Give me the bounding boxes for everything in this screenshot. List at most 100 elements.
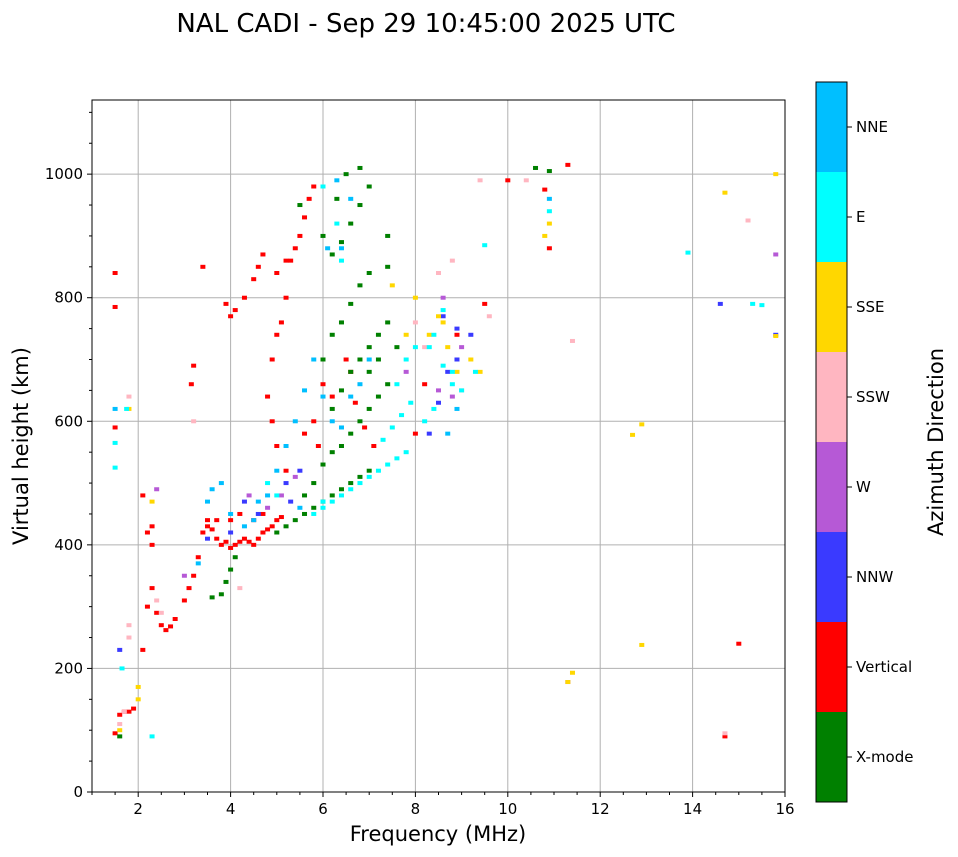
data-point	[468, 357, 474, 362]
data-point	[255, 536, 261, 541]
data-point	[412, 431, 418, 436]
data-point	[260, 511, 266, 516]
data-point	[144, 604, 150, 609]
data-point	[144, 530, 150, 535]
colorbar-tick-label: SSW	[856, 388, 890, 406]
data-point	[274, 518, 280, 523]
data-point	[366, 357, 372, 362]
y-tick-label: 0	[73, 783, 83, 801]
data-point	[454, 369, 460, 374]
y-axis-label: Virtual height (km)	[9, 347, 33, 545]
data-point	[338, 320, 344, 325]
data-point	[454, 406, 460, 411]
data-point	[117, 722, 123, 727]
data-point	[228, 530, 234, 535]
data-point	[112, 425, 118, 430]
data-point	[482, 243, 488, 248]
colorbar-segment	[816, 82, 847, 172]
data-point	[232, 542, 238, 547]
data-point	[149, 734, 155, 739]
data-point	[241, 295, 247, 300]
data-point	[283, 468, 289, 473]
data-point	[251, 277, 257, 282]
chart-title: NAL CADI - Sep 29 10:45:00 2025 UTC	[176, 9, 675, 39]
x-tick-label: 8	[411, 800, 421, 818]
data-point	[343, 357, 349, 362]
data-point	[112, 271, 118, 275]
data-point	[320, 505, 326, 510]
data-point	[237, 539, 243, 544]
colorbar-tick-label: X-mode	[856, 748, 913, 766]
data-point	[209, 527, 215, 532]
data-point	[154, 610, 160, 615]
data-point	[200, 264, 206, 269]
colorbar-tick-label: W	[856, 478, 871, 496]
x-axis-label: Frequency (MHz)	[350, 822, 526, 846]
data-point	[154, 487, 160, 492]
data-point	[542, 233, 548, 238]
data-point	[149, 586, 155, 591]
data-point	[131, 706, 137, 711]
data-point	[440, 308, 446, 313]
data-point	[274, 271, 280, 275]
data-point	[440, 295, 446, 300]
data-point	[736, 641, 742, 646]
data-point	[181, 598, 187, 603]
data-point	[436, 388, 441, 393]
data-point	[750, 301, 756, 306]
data-point	[472, 369, 478, 374]
data-point	[569, 338, 575, 343]
data-point	[297, 233, 303, 238]
data-point	[186, 586, 192, 591]
data-point	[320, 499, 326, 504]
data-point	[260, 530, 266, 535]
data-point	[523, 178, 529, 183]
data-point	[375, 468, 381, 473]
data-point	[292, 246, 298, 251]
data-point	[468, 332, 474, 337]
data-point	[394, 456, 400, 461]
data-point	[297, 505, 303, 510]
data-point	[338, 487, 344, 492]
data-point	[717, 301, 723, 306]
data-point	[403, 332, 409, 337]
data-point	[357, 283, 363, 288]
data-point	[639, 422, 645, 427]
data-point	[338, 388, 344, 393]
data-point	[546, 169, 552, 174]
data-point	[168, 624, 174, 629]
data-point	[311, 505, 317, 510]
colorbar-segment	[816, 622, 847, 712]
x-tick-label: 2	[133, 800, 143, 818]
data-point	[205, 518, 210, 523]
y-tick-label: 1000	[45, 165, 83, 183]
data-point	[232, 308, 238, 313]
data-point	[117, 734, 123, 739]
data-point	[320, 357, 326, 362]
data-point	[426, 332, 432, 337]
data-point	[366, 184, 372, 189]
data-point	[375, 332, 381, 337]
data-point	[722, 190, 728, 195]
data-point	[338, 240, 344, 245]
data-point	[371, 444, 377, 448]
y-tick-label: 800	[54, 289, 83, 307]
data-point	[773, 252, 779, 257]
data-point	[278, 320, 284, 325]
data-point	[200, 530, 206, 535]
data-point	[181, 573, 187, 578]
data-point	[477, 369, 483, 374]
data-point	[311, 511, 317, 516]
data-point	[362, 425, 368, 430]
data-point	[320, 184, 326, 189]
colorbar-tick-label: NNE	[856, 118, 888, 136]
data-point	[154, 598, 160, 603]
colorbar: X-mode Vertical NNW W SSW SSE E NNE	[815, 81, 913, 803]
data-point	[140, 493, 146, 498]
x-tick-label: 6	[318, 800, 328, 818]
data-point	[431, 406, 437, 411]
data-point	[348, 431, 354, 436]
y-axis-ticks: 0 200 400 600 800 1000	[45, 111, 92, 801]
data-point	[329, 332, 335, 337]
